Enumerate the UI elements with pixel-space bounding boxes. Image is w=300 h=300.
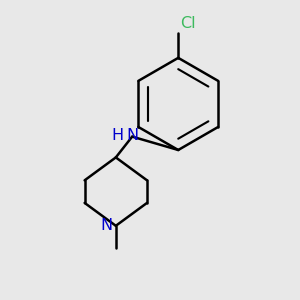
Text: Cl: Cl (180, 16, 195, 31)
Text: N: N (101, 218, 113, 233)
Text: N: N (126, 128, 138, 142)
Text: H: H (112, 128, 124, 142)
